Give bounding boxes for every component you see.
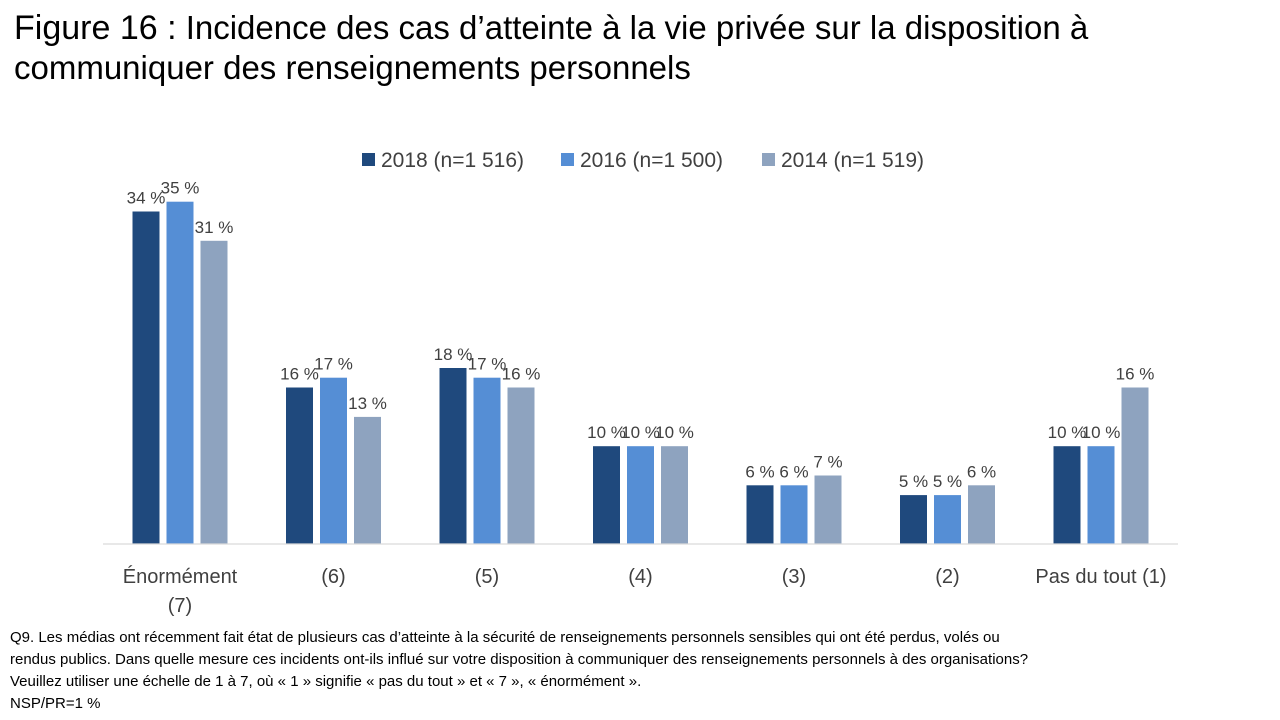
bar-2018-cat-3 [439, 368, 467, 544]
bar-2016-cat-5 [780, 485, 808, 544]
x-tick-label-3: (5) [475, 566, 499, 588]
x-tick-label-7: Pas du tout (1) [1035, 566, 1166, 588]
bar-2014-cat-4 [661, 446, 688, 544]
x-tick-label-6: (2) [935, 566, 959, 588]
bar-2018-cat-4 [593, 446, 620, 544]
bar-2014-cat-6 [968, 485, 995, 544]
note-question-line1: Q9. Les médias ont récemment fait état d… [10, 629, 1000, 646]
bar-2014-cat-2 [354, 416, 381, 544]
x-tick-label-5: (3) [782, 566, 806, 588]
data-label-2016-cat-5: 6 % [779, 462, 808, 481]
bar-2016-cat-1 [166, 201, 194, 544]
data-label-2018-cat-5: 6 % [745, 462, 774, 481]
data-label-2016-cat-6: 5 % [933, 472, 962, 491]
data-label-2018-cat-1: 34 % [127, 189, 166, 208]
data-label-2014-cat-1: 31 % [195, 218, 234, 237]
chart-data-labels: 34 %35 %31 %16 %17 %13 %18 %17 %16 %10 %… [127, 179, 1155, 491]
figure-label: Figure 16 : [14, 9, 177, 47]
x-tick-label-1: Énormément [123, 565, 238, 588]
note-question-line2: rendus publics. Dans quelle mesure ces i… [10, 651, 1029, 668]
x-tick-label-4: (4) [628, 566, 652, 588]
bar-2016-cat-4 [627, 446, 654, 544]
data-label-2018-cat-4: 10 % [587, 423, 626, 442]
data-label-2018-cat-2: 16 % [280, 365, 319, 384]
bar-2018-cat-2 [286, 387, 313, 544]
data-label-2014-cat-5: 7 % [813, 453, 842, 472]
chart-notes: Q9. Les médias ont récemment fait état d… [10, 627, 1270, 715]
x-axis-tick-labels: Énormément (7) (6) (5) (4) (3) (2) Pas du tout … [123, 565, 1167, 617]
data-label-2018-cat-3: 18 % [434, 345, 473, 364]
data-label-2014-cat-6: 6 % [967, 462, 996, 481]
legend-label-2014: 2014 (n=1 519) [781, 149, 924, 172]
bar-2016-cat-7 [1087, 446, 1115, 544]
bar-2018-cat-1 [132, 211, 160, 544]
bar-2016-cat-3 [473, 377, 501, 544]
legend-swatch-2016 [561, 153, 574, 166]
legend-swatch-2014 [762, 153, 775, 166]
bar-2016-cat-6 [934, 495, 961, 544]
bar-2014-cat-1 [200, 240, 228, 545]
legend-label-2018: 2018 (n=1 516) [381, 149, 524, 172]
bar-2018-cat-5 [746, 485, 774, 544]
data-label-2016-cat-4: 10 % [621, 423, 660, 442]
data-label-2014-cat-7: 16 % [1116, 365, 1155, 384]
x-tick-label-1-line2: (7) [168, 595, 192, 617]
data-label-2018-cat-6: 5 % [899, 472, 928, 491]
data-label-2016-cat-2: 17 % [314, 355, 353, 374]
legend-swatch-2018 [362, 153, 375, 166]
data-label-2016-cat-7: 10 % [1082, 423, 1121, 442]
bar-2018-cat-6 [900, 495, 927, 544]
figure-title-text: Incidence des cas d’atteinte à la vie pr… [185, 9, 1089, 46]
bar-2016-cat-2 [320, 377, 347, 544]
data-label-2018-cat-7: 10 % [1048, 423, 1087, 442]
bar-2018-cat-7 [1053, 446, 1081, 544]
figure-title-line2: communiquer des renseignements personnel… [14, 49, 691, 86]
figure-title: Figure 16 : Incidence des cas d’atteinte… [14, 8, 1264, 88]
bar-2014-cat-7 [1121, 387, 1149, 544]
x-tick-label-2: (6) [321, 566, 345, 588]
data-label-2014-cat-3: 16 % [502, 365, 541, 384]
note-nsp-pr: NSP/PR=1 % [10, 695, 101, 712]
data-label-2014-cat-4: 10 % [655, 423, 694, 442]
data-label-2016-cat-3: 17 % [468, 355, 507, 374]
note-scale-instruction: Veuillez utiliser une échelle de 1 à 7, … [10, 673, 642, 690]
chart-legend: 2018 (n=1 516) 2016 (n=1 500) 2014 (n=1 51… [362, 149, 924, 172]
figure-title-line1: Figure 16 : Incidence des cas d’atteinte… [14, 8, 1264, 48]
legend-label-2016: 2016 (n=1 500) [580, 149, 723, 172]
bar-2014-cat-3 [507, 387, 535, 544]
bar-2014-cat-5 [814, 475, 842, 544]
data-label-2014-cat-2: 13 % [348, 394, 387, 413]
data-label-2016-cat-1: 35 % [161, 179, 200, 198]
chart-bars [132, 201, 1149, 545]
